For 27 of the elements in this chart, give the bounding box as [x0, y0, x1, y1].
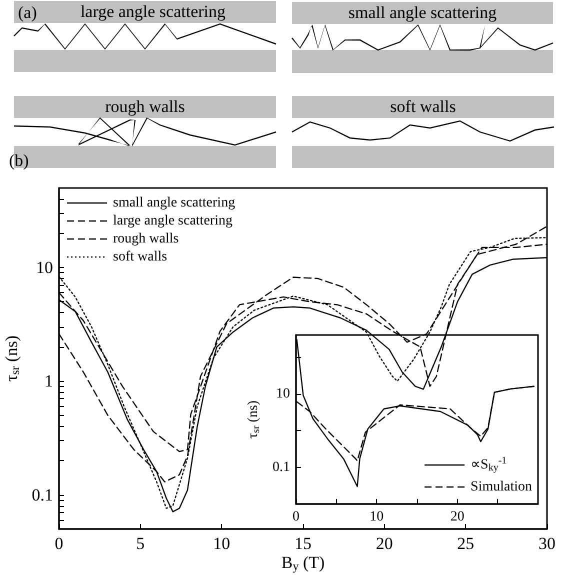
x-tick-label: 20 [450, 510, 464, 524]
legend-label: Simulation [470, 480, 532, 494]
x-tick-label: 25 [457, 534, 474, 553]
x-tick-label: 5 [136, 534, 145, 553]
text: large angle scattering [80, 2, 226, 21]
text: rough walls [105, 97, 185, 116]
legend-label: rough walls [113, 232, 179, 246]
legend-label: soft walls [113, 250, 168, 264]
y-axis-title: τsr (ns) [246, 400, 262, 439]
y-tick-label: 1 [44, 372, 53, 391]
x-tick-label: 30 [538, 534, 556, 553]
y-tick-label: 10 [36, 258, 53, 277]
y-tick-label: 0.1 [272, 460, 290, 475]
text: (a) [18, 3, 37, 22]
x-tick-label: 0 [54, 534, 64, 553]
x-tick-label: 10 [370, 510, 384, 524]
y-tick-label: 0.1 [32, 485, 53, 504]
text: small angle scattering [348, 3, 498, 22]
x-tick-label: 0 [292, 510, 300, 524]
x-tick-label: 10 [213, 534, 230, 553]
x-tick-label: 15 [294, 534, 312, 553]
chart-title: (b) [9, 151, 29, 170]
legend-label: small angle scattering [113, 196, 236, 210]
x-tick-label: 20 [376, 534, 393, 553]
legend-label: large angle scattering [113, 214, 232, 228]
y-axis-title: τsr (ns) [2, 335, 22, 382]
text: soft walls [390, 97, 456, 116]
